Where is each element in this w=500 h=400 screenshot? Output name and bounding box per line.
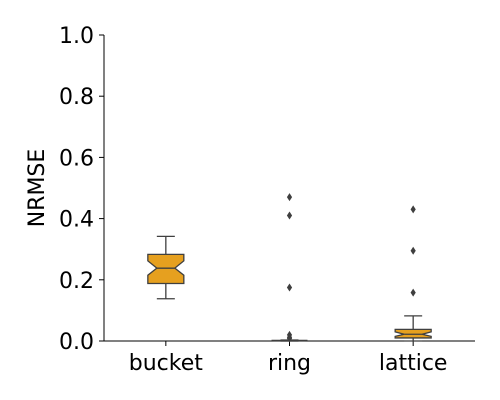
x-tick-label: lattice [379,351,448,376]
outlier-point [410,288,416,297]
y-tick-label: 0.4 [59,208,94,233]
x-tick-label: ring [268,351,311,376]
plot-area [147,193,432,343]
outlier-point [286,283,293,292]
y-tick-label: 0.6 [59,146,94,171]
y-tick-label: 0.0 [59,330,94,355]
y-tick-label: 0.2 [59,269,94,294]
box-bucket [147,235,185,300]
outlier-point [410,205,416,214]
y-axis: 0.0 0.2 0.4 0.6 0.8 1.0 [59,24,105,355]
x-axis: bucket ring lattice [104,340,475,376]
y-tick-label: 1.0 [59,24,94,49]
box-ring [271,193,308,343]
box-lattice [394,205,432,342]
outlier-point [286,211,293,220]
y-axis-label: NRMSE [25,149,50,228]
outlier-point [286,193,293,202]
box-body [147,253,185,285]
x-tick-label: bucket [129,351,203,376]
y-tick-label: 0.8 [59,85,94,110]
outlier-point [410,246,416,255]
outlier-point [286,334,293,343]
